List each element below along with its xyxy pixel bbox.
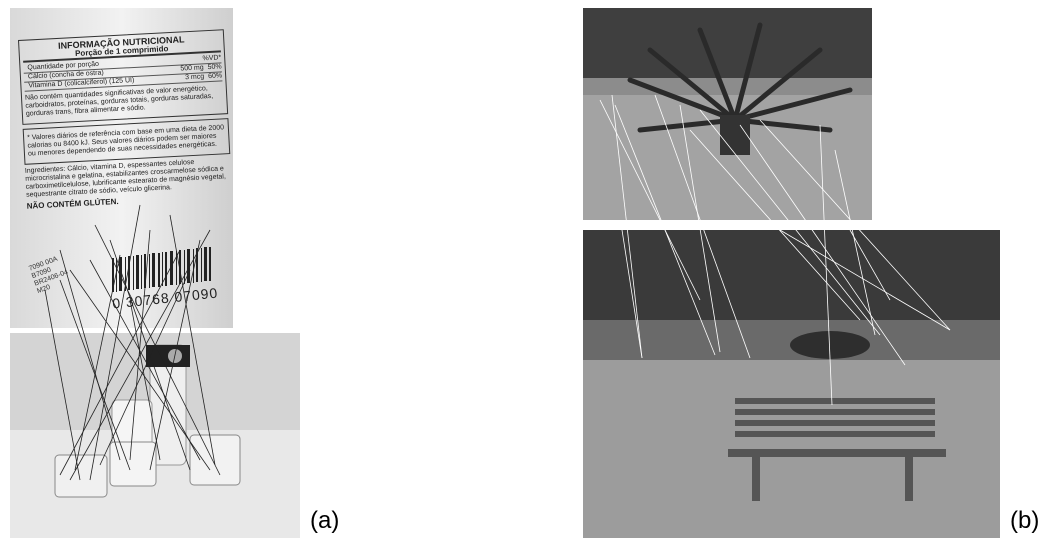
panel-caption: (a) xyxy=(310,507,339,535)
jar xyxy=(190,435,240,485)
jar xyxy=(55,455,107,497)
nutrition-label: INFORMAÇÃO NUTRICIONAL Porção de 1 compr… xyxy=(18,29,233,214)
panel-caption: (b) xyxy=(1010,507,1039,535)
flowerbeds xyxy=(583,320,1000,360)
trees xyxy=(583,8,872,78)
label-cell: 50% xyxy=(208,63,222,72)
nutrition-box: INFORMAÇÃO NUTRICIONAL Porção de 1 compr… xyxy=(18,29,228,125)
label-cell: 500 mg xyxy=(180,64,204,73)
palm-trunk xyxy=(720,115,750,155)
header-cell: %VD* xyxy=(202,54,221,63)
label-cell: 3 mcg xyxy=(185,73,204,82)
figure-page: INFORMAÇÃO NUTRICIONAL Porção de 1 compr… xyxy=(0,0,1050,544)
label-footnote: * Valores diários de referência com base… xyxy=(27,124,226,158)
label-cell: 60% xyxy=(208,72,222,81)
